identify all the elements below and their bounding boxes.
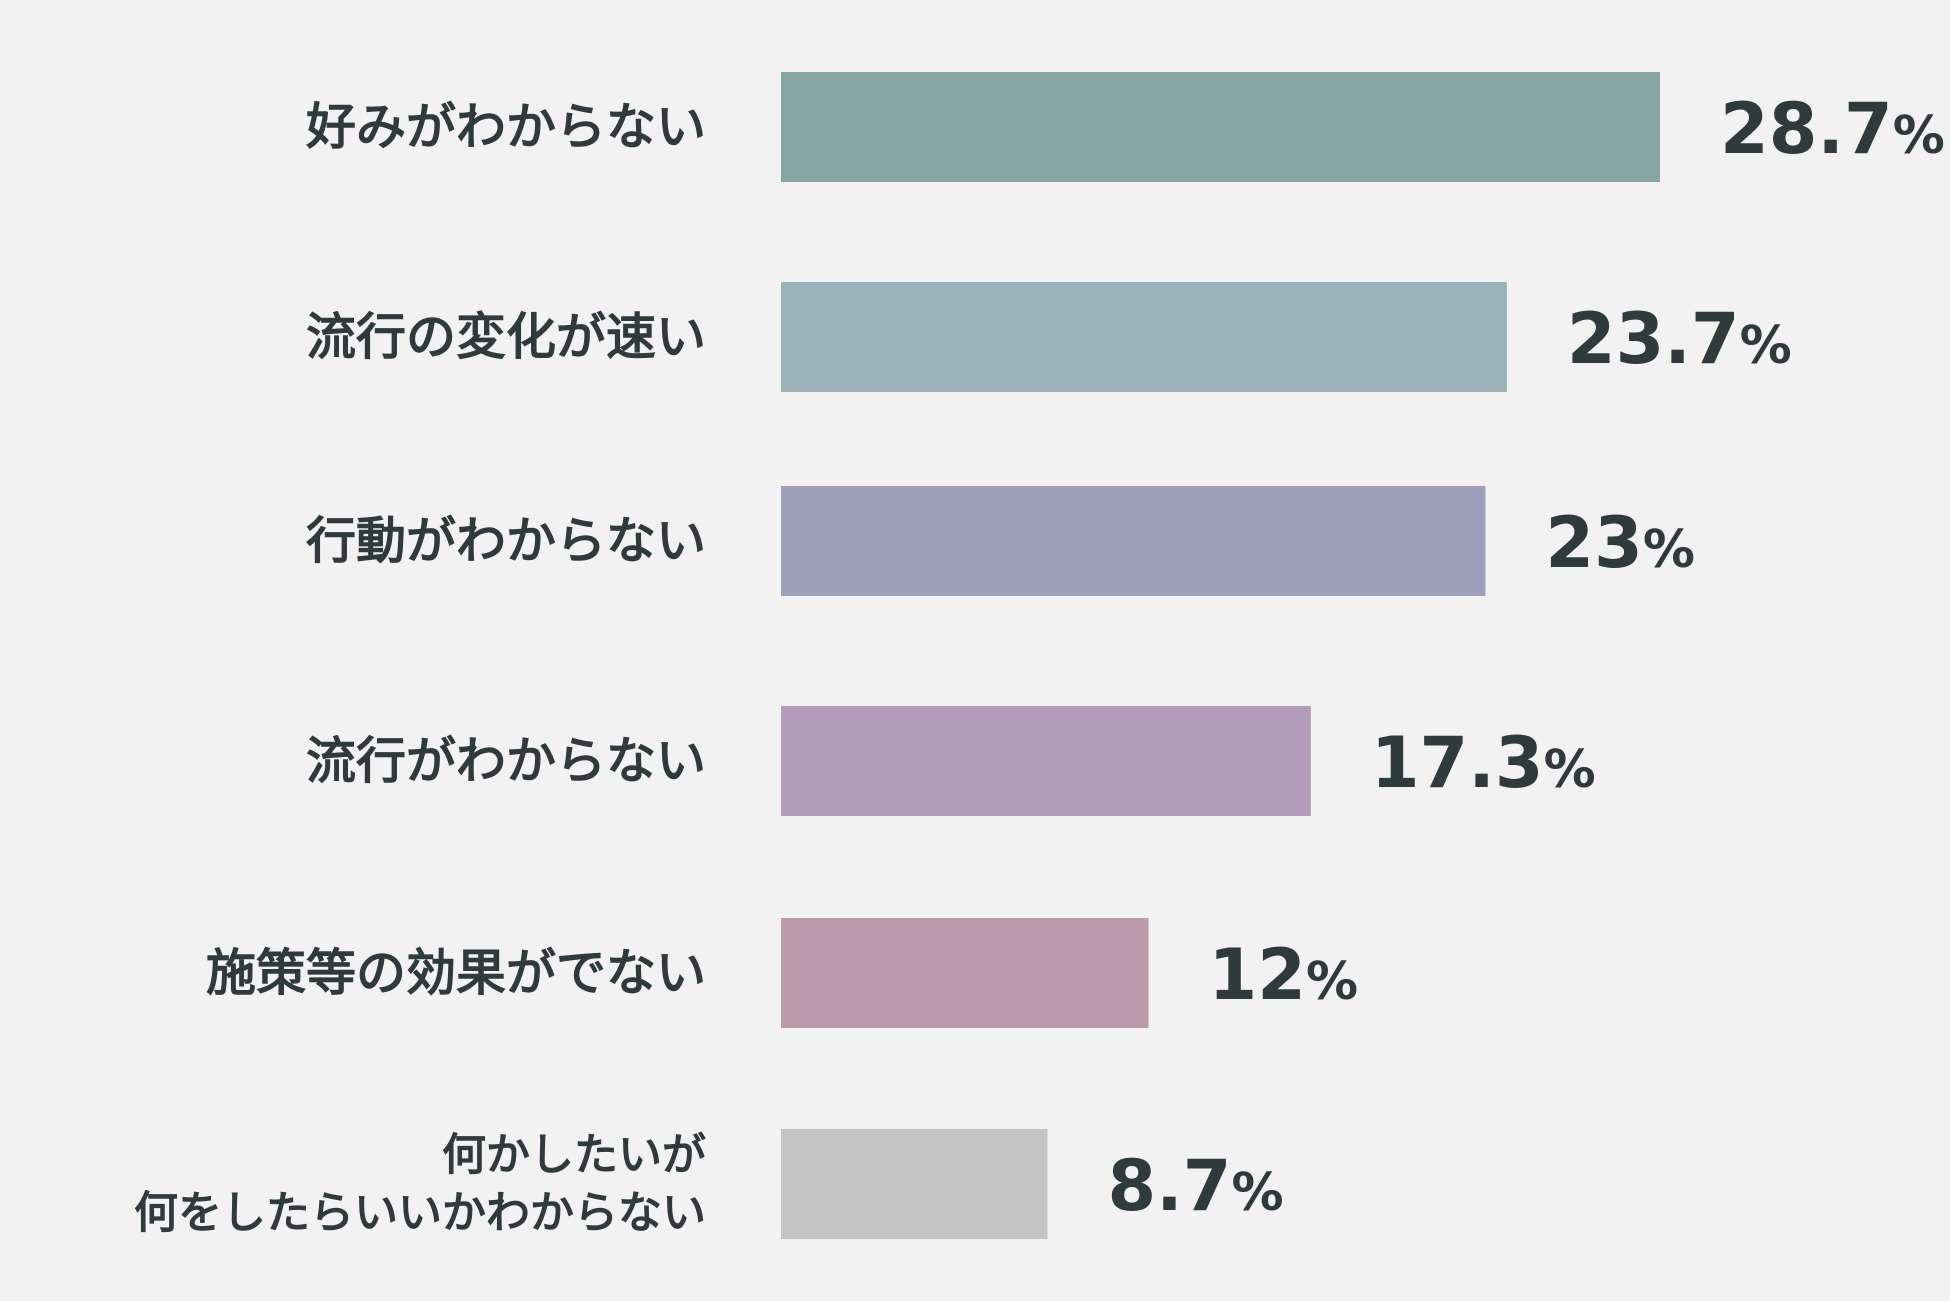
category-label: 流行の変化が速い — [306, 308, 706, 366]
bar — [781, 72, 1660, 182]
category-label: 流行がわからない — [306, 732, 706, 790]
value-label: 17.3% — [1371, 722, 1596, 804]
value-unit: % — [1643, 520, 1695, 580]
bar-row: 流行がわからない 17.3% — [306, 706, 1596, 816]
value-label: 8.7% — [1107, 1145, 1283, 1227]
value-unit: % — [1306, 952, 1358, 1012]
category-label: 何をしたらいいかわからない — [134, 1188, 706, 1239]
bar — [781, 486, 1486, 596]
bar-row: 行動がわからない 23% — [306, 486, 1695, 596]
bar-row: 施策等の効果がでない 12% — [206, 918, 1358, 1028]
bar — [781, 706, 1311, 816]
value-unit: % — [1231, 1163, 1283, 1223]
category-label: 何かしたいが — [442, 1130, 706, 1181]
category-label: 好みがわからない — [305, 98, 706, 156]
value-label: 28.7% — [1720, 88, 1945, 170]
bar — [781, 1129, 1048, 1239]
value-number: 12 — [1209, 934, 1306, 1016]
value-label: 23% — [1545, 502, 1695, 584]
value-number: 23 — [1545, 502, 1642, 584]
value-unit: % — [1740, 316, 1792, 376]
value-number: 23.7 — [1567, 298, 1740, 380]
value-label: 23.7% — [1567, 298, 1792, 380]
bar — [781, 282, 1507, 392]
value-number: 17.3 — [1371, 722, 1544, 804]
value-label: 12% — [1209, 934, 1359, 1016]
value-unit: % — [1893, 106, 1945, 166]
bar — [781, 918, 1149, 1028]
bar-row: 好みがわからない 28.7% — [305, 72, 1945, 182]
category-label: 行動がわからない — [306, 512, 706, 570]
value-number: 28.7 — [1720, 88, 1893, 170]
bar-row: 流行の変化が速い 23.7% — [306, 282, 1792, 392]
value-unit: % — [1544, 740, 1596, 800]
category-label: 施策等の効果がでない — [206, 944, 706, 1002]
value-number: 8.7 — [1107, 1145, 1231, 1227]
